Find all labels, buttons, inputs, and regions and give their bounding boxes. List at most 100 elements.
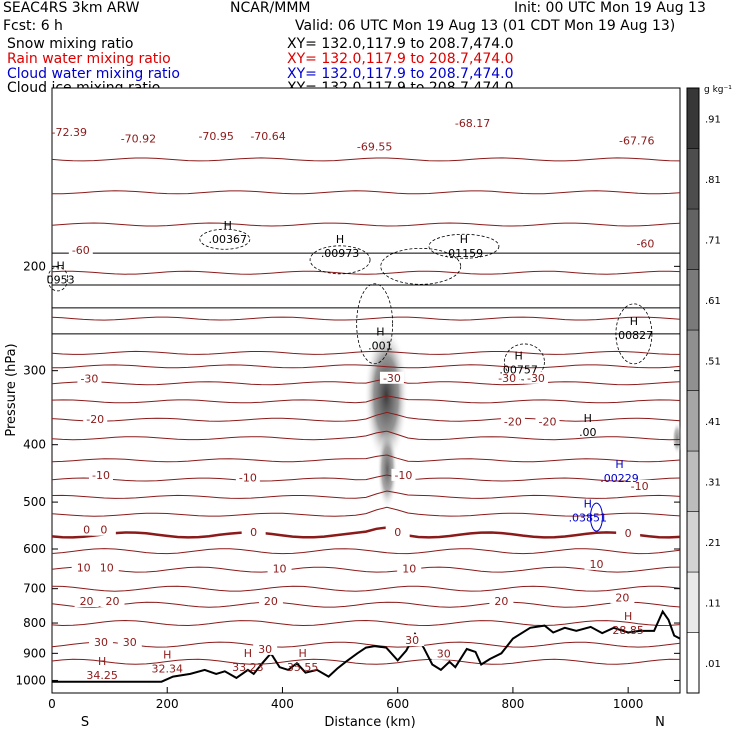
temperature-max-marker: H — [298, 647, 306, 660]
isotherm-line — [51, 454, 681, 463]
temperature-label-bg — [523, 371, 548, 384]
ice-max-label: .001 — [368, 339, 393, 352]
colorbar-label: .81 — [705, 175, 721, 186]
ice-max-label: .00973 — [321, 247, 360, 260]
temperature-label: -70.64 — [250, 130, 285, 143]
temperature-label: 10 — [77, 561, 91, 574]
cloud-water-contour — [589, 502, 603, 532]
temperature-label-bg — [616, 526, 641, 539]
temperature-max-label: 34.25 — [86, 669, 118, 682]
isotherm-line — [51, 548, 681, 555]
temperature-label: -20 — [86, 413, 104, 426]
isotherm-line — [51, 641, 681, 648]
colorbar-label: .71 — [705, 235, 721, 246]
colorbar-label: .91 — [705, 114, 721, 125]
temperature-label-bg — [57, 125, 82, 138]
temperature-label: 10 — [402, 563, 416, 576]
isotherm-line — [51, 378, 681, 386]
temperature-label: 10 — [273, 563, 287, 576]
colorbar-label: .21 — [705, 538, 721, 549]
field-cloudwater-xy: XY= 132.0,117.9 to 208.7,474.0 — [287, 66, 514, 82]
temperature-label-bg — [126, 132, 151, 145]
temperature-label: 30 — [123, 636, 137, 649]
field-snow-name: Snow mixing ratio — [7, 36, 134, 52]
ice-contour — [309, 245, 371, 275]
y-tick-label: 200 — [23, 259, 46, 273]
temperature-label: -10 — [631, 480, 649, 493]
x-tick-label: 400 — [271, 697, 294, 711]
temperature-label: -60 — [72, 244, 90, 257]
y-tick-label: 300 — [23, 364, 46, 378]
x-end-north: N — [655, 715, 665, 730]
ice-contour — [504, 343, 545, 381]
temperature-label: 20 — [615, 592, 629, 605]
ice-max-marker: H — [584, 412, 592, 425]
isotherm-line — [51, 619, 681, 627]
temperature-label: -60 — [636, 237, 654, 250]
y-tick-label: 400 — [23, 438, 46, 452]
temperature-label: 20 — [80, 595, 94, 608]
field-cloudwater-name: Cloud water mixing ratio — [7, 66, 180, 82]
temperature-label-bg — [385, 525, 410, 538]
y-tick-label: 700 — [23, 582, 46, 596]
temperature-label: 10 — [100, 561, 114, 574]
temperature-max-marker: H — [624, 610, 632, 623]
ice-max-label: .00757 — [499, 363, 538, 376]
temperature-label-bg — [204, 130, 229, 143]
y-tick-label: 600 — [23, 542, 46, 556]
temperature-label-bg — [535, 415, 560, 428]
isotherm-line — [52, 190, 681, 195]
temperature-label-bg — [68, 244, 93, 257]
ice-max-marker: H — [630, 315, 638, 328]
temperature-label-bg — [88, 636, 113, 649]
isotherm-line — [51, 395, 681, 404]
terrain-profile — [52, 609, 681, 683]
cloud-water-max-label: .03851 — [569, 511, 608, 524]
ice-max-marker: H — [460, 233, 468, 246]
temperature-label-bg — [235, 471, 260, 484]
isotherm-line — [51, 350, 681, 355]
isotherm-line — [51, 490, 681, 499]
ice-max-label: .00367 — [208, 233, 247, 246]
temperature-label-bg — [489, 595, 514, 608]
y-tick-label: 1000 — [15, 673, 46, 687]
y-tick-label: 500 — [23, 495, 46, 509]
temperature-max-label: 32.34 — [151, 662, 183, 675]
isotherm-line — [51, 364, 681, 369]
colorbar-label: .51 — [705, 356, 721, 367]
temperature-label: -30 — [80, 373, 98, 386]
field-rain-xy: XY= 132.0,117.9 to 208.7,474.0 — [287, 51, 514, 67]
colorbar-label: .11 — [705, 598, 721, 609]
temperature-label-bg — [633, 237, 658, 250]
x-tick-label: 200 — [156, 697, 179, 711]
temperature-label: 0 — [394, 526, 401, 539]
temperature-label: -20 — [539, 416, 557, 429]
snow-shading-edge — [672, 422, 683, 455]
temperature-label: 30 — [94, 636, 108, 649]
ice-max-marker: H — [336, 233, 344, 246]
y-tick-label: 900 — [23, 646, 46, 660]
colorbar-cell — [686, 450, 700, 512]
temperature-max-label: 33.23 — [232, 661, 264, 674]
cloud-water-max-marker: H — [584, 497, 592, 510]
temperature-label-bg — [397, 562, 422, 575]
temperature-label: -10 — [239, 472, 257, 485]
temperature-label-bg — [610, 591, 635, 604]
colorbar-label: .41 — [705, 417, 721, 428]
temperature-label: 0 — [250, 526, 257, 539]
temperature-label-bg — [94, 561, 119, 574]
x-tick-label: 0 — [48, 697, 56, 711]
colorbar-frame — [686, 87, 700, 694]
snow-shading-plume — [364, 325, 409, 466]
temperature-label: 0 — [83, 524, 90, 537]
temperature-label: -70.92 — [121, 132, 156, 145]
temperature-label: 20 — [494, 595, 508, 608]
cloud-water-max-label: .00229 — [600, 472, 639, 485]
temperature-label-bg — [117, 636, 142, 649]
temperature-label-bg — [460, 117, 485, 130]
colorbar-cell — [686, 269, 700, 331]
temperature-label-bg — [431, 647, 456, 660]
x-axis-label: Distance (km) — [324, 715, 415, 730]
temperature-label-bg — [77, 372, 102, 385]
